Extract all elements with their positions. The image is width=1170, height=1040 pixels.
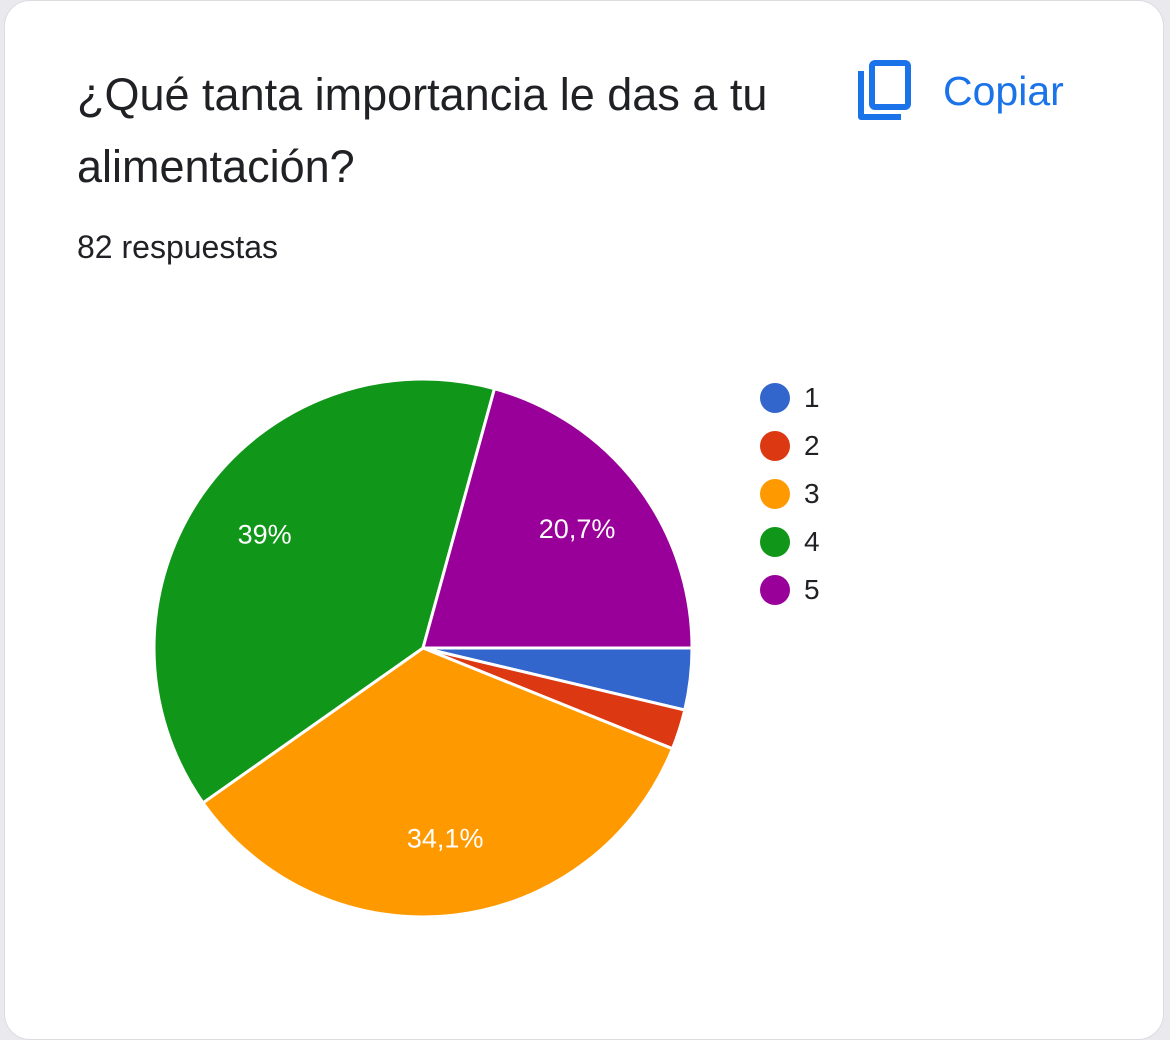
slice-label-3: 34,1% — [407, 824, 484, 854]
legend-swatch — [760, 575, 790, 605]
pie-chart: 34,1% 39% 20,7% — [152, 377, 694, 919]
chart-legend: 1 2 3 4 5 — [760, 374, 820, 614]
question-title: ¿Qué tanta importancia le das a tu alime… — [77, 69, 768, 192]
legend-item-5[interactable]: 5 — [760, 566, 820, 614]
legend-swatch — [760, 431, 790, 461]
legend-label: 4 — [804, 526, 820, 557]
pie-slice-4[interactable] — [152, 377, 497, 805]
legend-swatch — [760, 527, 790, 557]
legend-label: 2 — [804, 430, 820, 461]
legend-label: 3 — [804, 478, 820, 509]
legend-item-1[interactable]: 1 — [760, 374, 820, 422]
pie-slice-5[interactable] — [421, 386, 694, 650]
copy-icon — [858, 60, 911, 120]
legend-item-2[interactable]: 2 — [760, 422, 820, 470]
legend-item-3[interactable]: 3 — [760, 470, 820, 518]
pie-slice-3[interactable] — [200, 646, 675, 919]
copy-button[interactable]: Copiar — [857, 53, 1097, 129]
slice-label-4: 39% — [238, 520, 292, 550]
slice-label-5: 20,7% — [539, 514, 616, 544]
response-count: 82 respuestas — [77, 229, 279, 265]
legend-label: 1 — [804, 382, 820, 413]
legend-item-4[interactable]: 4 — [760, 518, 820, 566]
legend-swatch — [760, 383, 790, 413]
legend-label: 5 — [804, 574, 820, 605]
copy-label: Copiar — [943, 67, 1064, 114]
legend-swatch — [760, 479, 790, 509]
